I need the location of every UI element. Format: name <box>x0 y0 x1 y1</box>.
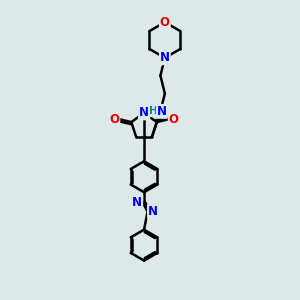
Text: H: H <box>148 106 157 116</box>
Text: O: O <box>160 16 170 29</box>
Text: O: O <box>169 112 179 126</box>
Text: N: N <box>132 196 142 209</box>
Text: O: O <box>110 112 119 126</box>
Text: N: N <box>139 106 149 119</box>
Text: N: N <box>148 205 158 218</box>
Text: N: N <box>157 105 167 118</box>
Text: N: N <box>160 51 170 64</box>
